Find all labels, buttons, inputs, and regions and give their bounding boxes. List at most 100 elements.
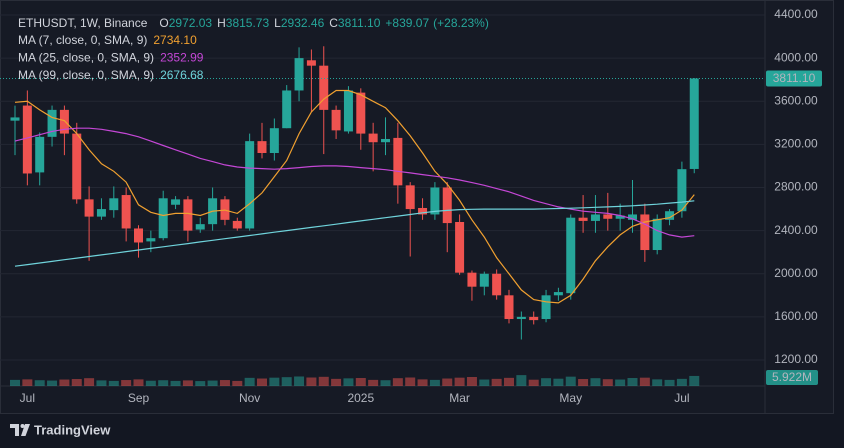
y-tick-label: 2000.00: [774, 266, 818, 280]
volume-bar: [294, 376, 305, 386]
volume-bar: [96, 380, 107, 386]
candle-body: [195, 224, 205, 230]
volume-bar: [405, 377, 416, 386]
candle-body: [566, 217, 576, 294]
volume-bar: [602, 379, 613, 386]
moving-averages: [14, 89, 695, 304]
legend-entry: MA (99, close, 0, SMA, 9) 2676.68: [18, 68, 204, 82]
candle-body: [689, 78, 699, 169]
candle-body: [331, 109, 341, 131]
volume-bar: [528, 379, 539, 386]
candle-body: [22, 105, 32, 174]
volume-bar: [392, 378, 403, 386]
y-tick-label: 2400.00: [774, 223, 818, 237]
candle-body: [10, 117, 20, 121]
grid: [0, 14, 765, 361]
y-tick-label: 4000.00: [774, 50, 818, 64]
volume-bar: [627, 378, 638, 386]
volume-bar: [466, 376, 477, 386]
logo-mark: [21, 424, 30, 436]
volume-bar: [343, 378, 354, 386]
candle-body: [578, 217, 588, 221]
volume-bar: [145, 380, 156, 386]
candle-body: [146, 238, 156, 242]
candle-body: [183, 199, 193, 231]
volume-bar: [331, 378, 342, 386]
candle-body: [405, 185, 415, 210]
volume-bar: [368, 379, 379, 386]
logo-mark: [10, 424, 19, 436]
candle-body: [590, 214, 600, 221]
legend-entry: MA (25, close, 0, SMA, 9) 2352.99: [18, 51, 204, 65]
candle-body: [442, 187, 452, 224]
volume-bar: [454, 377, 465, 386]
ohlc-value: 2972.03: [169, 16, 213, 30]
candle-body: [553, 292, 563, 296]
candle-body: [628, 214, 637, 220]
candle-body: [430, 187, 440, 215]
y-tick-label: 2800.00: [774, 180, 818, 194]
volume-pane: [10, 375, 700, 386]
volume-tag: 5.922M: [772, 370, 812, 384]
change: +839.07: [385, 16, 429, 30]
volume-bar: [553, 378, 564, 386]
candle-body: [171, 199, 181, 205]
volume-bar: [10, 379, 20, 386]
logo-dot: [20, 424, 25, 428]
symbol-header: ETHUSDT, 1W, Binance O2972.03 H3815.73 L293…: [18, 16, 489, 30]
symbol: ETHUSDT, 1W, Binance: [18, 16, 148, 30]
ohlc-key: H: [217, 16, 226, 30]
candle-body: [343, 90, 353, 132]
candle-body: [306, 60, 316, 66]
volume-bar: [429, 379, 440, 386]
x-tick-label: May: [559, 391, 582, 405]
volume-bar: [664, 379, 675, 386]
volume-bar: [84, 378, 95, 386]
ohlc-value: 2932.46: [281, 16, 325, 30]
x-tick-label: Jul: [674, 391, 689, 405]
volume-bar: [34, 380, 45, 386]
y-tick-label: 3600.00: [774, 93, 818, 107]
candle-body: [319, 65, 329, 110]
candle-body: [492, 273, 502, 296]
legend-name: MA (7, close, 0, SMA, 9): [18, 33, 147, 47]
legend-value: 2734.10: [153, 33, 197, 47]
brand-logo: [10, 424, 30, 436]
volume-bar: [504, 377, 514, 386]
volume-bar: [578, 379, 589, 386]
volume-bar: [182, 380, 193, 386]
volume-bar: [257, 378, 267, 386]
candle-body: [541, 295, 551, 320]
candle-body: [455, 222, 465, 273]
price-tag: 3811.10: [773, 71, 816, 85]
volume-bar: [207, 380, 218, 386]
chart-pane: [0, 0, 834, 414]
candle-body: [35, 136, 45, 173]
volume-bar: [59, 379, 70, 386]
candle-body: [516, 316, 526, 320]
candle-body: [640, 214, 650, 251]
volume-bar: [108, 380, 119, 386]
candle-body: [269, 128, 279, 153]
legend-value: 2676.68: [160, 68, 204, 82]
ohlc-value: 3815.73: [226, 16, 270, 30]
candle-body: [467, 272, 477, 287]
volume-bar: [195, 381, 206, 386]
volume-bar: [380, 380, 391, 386]
candle-body: [356, 92, 366, 134]
y-tick-label: 1200.00: [774, 352, 818, 366]
candle-body: [529, 316, 539, 321]
candle-body: [72, 133, 82, 200]
ma-line: [14, 89, 695, 304]
change-pct: (+28.23%): [433, 16, 489, 30]
candle-body: [232, 220, 242, 229]
volume-bar: [442, 378, 453, 386]
x-tick-label: Sep: [128, 391, 150, 405]
candle-body: [282, 90, 292, 129]
x-tick-label: Jul: [20, 391, 35, 405]
volume-bar: [491, 378, 502, 386]
volume-bar: [71, 379, 82, 386]
volume-bar: [158, 380, 169, 386]
legend-entry: MA (7, close, 0, SMA, 9) 2734.10: [18, 33, 197, 47]
